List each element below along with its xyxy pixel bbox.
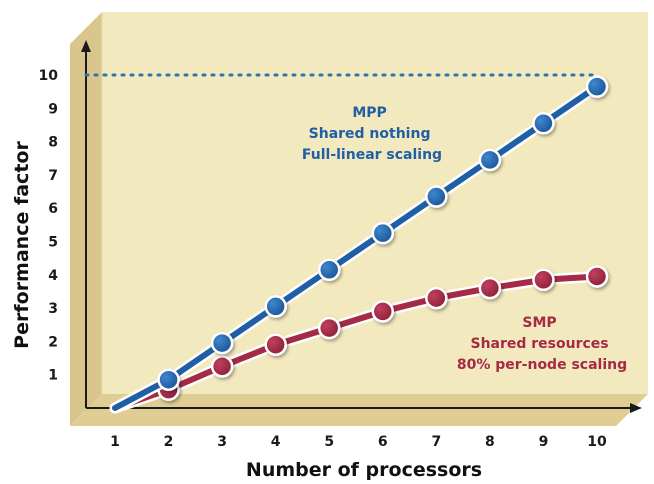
x-axis-title: Number of processors [246,459,482,481]
data-point [478,148,502,172]
x-tick-label: 6 [378,434,388,450]
y-axis-title: Performance factor [11,141,33,349]
y-tick-label: 8 [48,135,58,151]
y-tick-label: 10 [39,68,59,84]
y-axis-arrow [81,40,91,52]
x-tick-label: 5 [324,434,334,450]
data-point [317,258,341,282]
series-layer [109,75,609,414]
data-point [371,300,395,323]
x-tick-labels: 1 2 3 4 5 6 7 8 9 10 [110,434,607,450]
data-point [264,295,287,318]
data-point [585,75,609,98]
data-point [264,333,287,356]
data-point [532,268,555,292]
smp-annotation: SMP Shared resources 80% per-node scalin… [457,315,627,373]
y-tick-label: 5 [48,235,58,251]
floor [70,394,648,426]
x-tick-label: 2 [164,434,174,450]
x-tick-label: 10 [587,434,607,450]
y-tick-label: 1 [48,368,58,384]
mpp-annotation: MPP Shared nothing Full-linear scaling [302,105,442,163]
series-line [112,83,600,411]
y-tick-labels: 1 2 3 4 5 6 7 8 9 10 [39,68,59,384]
data-point [478,276,502,300]
data-point [157,368,180,391]
x-tick-label: 4 [271,434,281,450]
data-point [210,331,234,355]
y-tick-label: 3 [48,301,58,317]
y-tick-label: 7 [48,168,58,184]
x-tick-label: 8 [485,434,495,450]
data-point [425,185,448,208]
x-tick-label: 7 [431,434,441,450]
x-tick-label: 3 [217,434,227,450]
y-tick-label: 2 [48,334,58,350]
series-mpp [109,75,609,414]
data-point [371,221,395,245]
back-wall [102,12,648,394]
y-tick-label: 9 [48,101,58,117]
data-point [317,316,341,340]
series-line [112,273,600,411]
data-point [210,355,234,378]
x-axis-arrow [630,403,642,413]
data-point [425,286,448,310]
y-tick-label: 6 [48,201,58,217]
x-tick-label: 1 [110,434,120,450]
data-point [532,112,555,135]
data-point [585,265,609,288]
series-smp [109,265,609,414]
x-tick-label: 9 [539,434,549,450]
y-tick-label: 4 [48,268,58,284]
